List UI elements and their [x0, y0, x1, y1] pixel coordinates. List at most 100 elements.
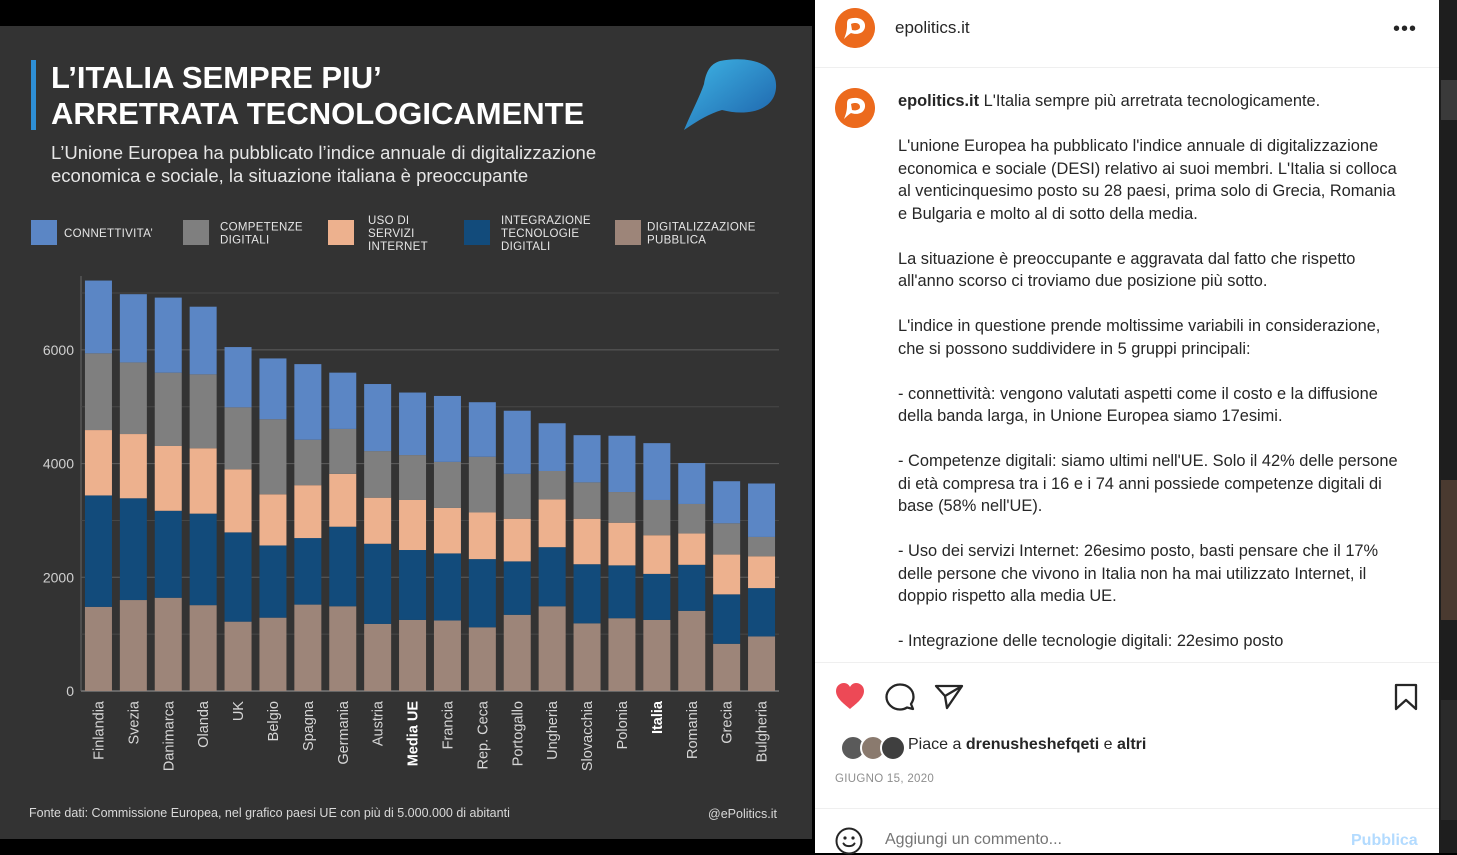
x-tick-label: Ungheria: [545, 700, 561, 760]
x-tick-label: Spagna: [301, 700, 317, 751]
caption-paragraph-5: - Competenze digitali: siamo ultimi nell…: [898, 452, 1403, 515]
bar-segment: [224, 469, 252, 533]
share-icon[interactable]: [934, 684, 964, 710]
legend-label-line: SERVIZI: [368, 228, 415, 240]
post-caption: epolitics.it L'Italia sempre più arretra…: [815, 68, 1439, 662]
infographic-title-line2: ARRETRATA TECNOLOGICAMENTE: [51, 96, 584, 131]
bar-segment: [399, 619, 427, 691]
bar-segment: [154, 297, 182, 373]
bar-segment: [678, 463, 706, 504]
likes-user-link[interactable]: drenusheshefqeti: [965, 736, 1100, 753]
legend-label: USO DI SERVIZI INTERNET: [368, 215, 428, 253]
bar-segment: [643, 499, 671, 536]
bar-segment: [573, 435, 601, 483]
bar-segment: [713, 481, 741, 524]
bar-segment: [224, 347, 252, 408]
bar-segment: [189, 605, 217, 691]
y-tick-label: 0: [66, 683, 74, 699]
stacked-bar-chart: 0 2000 4000 6000 Finlandia Svezia Danimarca Ola…: [43, 276, 779, 771]
bar-segment: [608, 618, 636, 691]
post-image: L’ITALIA SEMPRE PIU’ ARRETRATA TECNOLOGI…: [0, 26, 812, 839]
more-horizontal-icon[interactable]: •••: [1393, 18, 1418, 40]
bar-segment: [119, 294, 147, 363]
bookmark-icon[interactable]: [1393, 683, 1419, 711]
bar-segment: [364, 384, 392, 452]
legend-label-line: PUBBLICA: [647, 235, 706, 247]
bar-segment: [643, 619, 671, 691]
legend-label-line: INTEGRAZIONE: [501, 215, 591, 227]
bar-segment: [329, 473, 357, 527]
publish-button[interactable]: Pubblica: [1351, 832, 1418, 849]
bar-segment: [608, 435, 636, 493]
post-username[interactable]: epolitics.it: [895, 18, 970, 37]
x-tick-label: Danimarca: [161, 700, 177, 771]
x-tick-label: UK: [231, 701, 247, 721]
legend-label: CONNETTIVITA’: [64, 228, 153, 240]
bar-segment: [678, 503, 706, 534]
legend-swatch: [31, 220, 57, 245]
infographic-subtitle-line1: L’Unione Europea ha pubblicato l’indice …: [51, 142, 596, 163]
legend-swatch: [328, 220, 354, 245]
bar-segment: [154, 372, 182, 446]
caption-text: epolitics.it L'Italia sempre più arretra…: [898, 90, 1408, 662]
legend-label: INTEGRAZIONE TECNOLOGIE DIGITALI: [501, 215, 591, 253]
top-bar: [0, 0, 812, 26]
bar-segment: [538, 606, 566, 691]
x-tick-label: Bulgheria: [755, 700, 771, 762]
bar-segment: [748, 483, 776, 537]
bar-segment: [678, 564, 706, 611]
bar-segment: [573, 518, 601, 565]
bar-segment: [294, 364, 322, 440]
bar-segment: [224, 407, 252, 470]
bar-segment: [154, 445, 182, 511]
bar-segment: [468, 627, 496, 691]
bar-segment: [364, 451, 392, 498]
bar-segment: [364, 543, 392, 624]
bar-segment: [189, 448, 217, 514]
heart-icon[interactable]: [835, 682, 865, 710]
bar-segment: [329, 606, 357, 691]
x-tick-label: Austria: [371, 700, 387, 746]
caption-paragraph-7: - Integrazione delle tecnologie digitali…: [898, 632, 1284, 650]
bar-segment: [399, 392, 427, 456]
comment-input[interactable]: [885, 831, 1285, 849]
epolitics-logo-icon: [684, 59, 777, 130]
post-date[interactable]: GIUGNO 15, 2020: [835, 773, 935, 785]
bar-segment: [608, 565, 636, 619]
bar-segment: [713, 523, 741, 555]
emoji-icon[interactable]: [835, 827, 863, 855]
bar-segment: [678, 533, 706, 565]
bar-segment: [538, 470, 566, 500]
x-tick-label: Grecia: [720, 700, 736, 744]
bar-segment: [329, 428, 357, 474]
caption-username[interactable]: epolitics.it: [898, 92, 980, 110]
legend-swatch: [615, 220, 641, 245]
likes-conj: e: [1099, 736, 1117, 753]
bar-segment: [259, 494, 287, 546]
likes-others-link[interactable]: altri: [1116, 736, 1147, 753]
bar-segment: [713, 643, 741, 691]
legend-label-line: DIGITALI: [501, 241, 550, 253]
bar-segment: [468, 512, 496, 560]
epolitics-avatar-icon: [835, 8, 875, 48]
x-tick-label: Germania: [336, 700, 352, 765]
avatar[interactable]: [835, 8, 875, 48]
infographic-source: Fonte dati: Commissione Europea, nel gra…: [29, 806, 510, 820]
x-tick-label: Italia: [650, 700, 666, 734]
bar-segment: [748, 636, 776, 691]
caption-avatar[interactable]: [835, 88, 875, 128]
bar-segment: [433, 507, 461, 554]
bar-segment: [608, 522, 636, 566]
comment-icon[interactable]: [885, 683, 915, 711]
legend-label-line: DIGITALI: [220, 235, 269, 247]
x-tick-label: Polonia: [615, 700, 631, 749]
bar-segment: [189, 513, 217, 606]
bar-segment: [259, 358, 287, 420]
bar-segment: [643, 443, 671, 500]
liker-avatar[interactable]: [880, 735, 906, 761]
infographic: L’ITALIA SEMPRE PIU’ ARRETRATA TECNOLOGI…: [29, 59, 779, 821]
infographic-handle: @ePolitics.it: [708, 807, 777, 821]
bar-segment: [573, 564, 601, 624]
bar-segment: [433, 620, 461, 691]
